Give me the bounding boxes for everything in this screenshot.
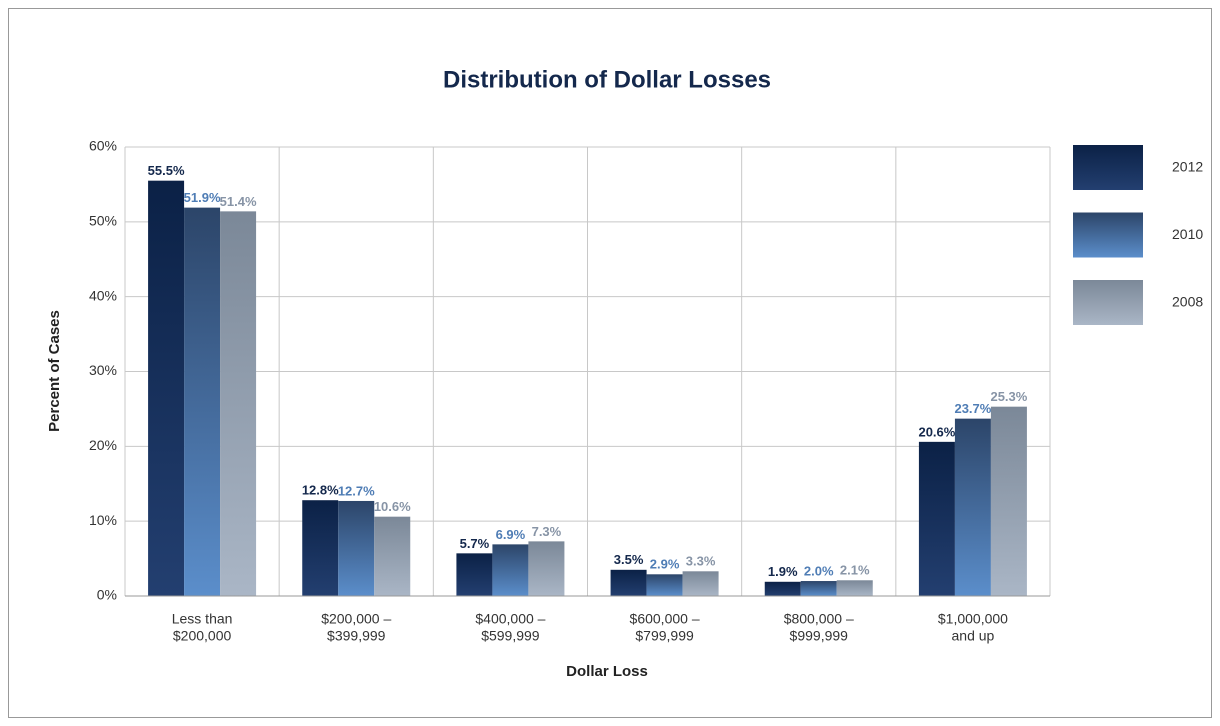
bar (148, 180, 185, 597)
bar (528, 541, 565, 596)
value-label: 12.8% (302, 483, 339, 498)
x-tick-label: and up (952, 628, 995, 644)
bar (800, 581, 837, 596)
legend-swatch (1073, 212, 1143, 258)
value-label: 2.0% (804, 563, 834, 578)
x-tick-label: $200,000 – (321, 611, 391, 627)
value-label: 10.6% (374, 499, 411, 514)
value-label: 2.9% (650, 557, 680, 572)
value-label: 23.7% (954, 401, 991, 416)
x-tick-label: $599,999 (481, 628, 540, 644)
legend-label: 2008 (1172, 294, 1203, 310)
y-tick-label: 40% (89, 287, 117, 303)
y-tick-label: 10% (89, 512, 117, 528)
x-tick-label: Less than (172, 611, 233, 627)
bar (338, 500, 375, 596)
value-label: 3.5% (614, 552, 644, 567)
bar (374, 516, 411, 596)
legend-label: 2010 (1172, 226, 1203, 242)
bar (302, 500, 339, 596)
x-tick-label: $800,000 – (784, 611, 854, 627)
bar (990, 406, 1027, 596)
value-label: 2.1% (840, 563, 870, 578)
x-tick-label: $999,999 (790, 628, 849, 644)
value-label: 51.4% (220, 194, 257, 209)
bar (456, 553, 493, 596)
x-tick-label: $600,000 – (630, 611, 700, 627)
bar (220, 211, 257, 596)
value-label: 51.9% (184, 190, 221, 205)
chart-title: Distribution of Dollar Losses (443, 66, 771, 93)
bar (954, 418, 991, 596)
x-tick-label: $399,999 (327, 628, 386, 644)
value-label: 20.6% (918, 424, 955, 439)
bar (682, 571, 719, 596)
x-tick-label: $400,000 – (475, 611, 545, 627)
legend-swatch (1073, 280, 1143, 325)
y-axis-label: Percent of Cases (46, 310, 63, 432)
y-tick-label: 50% (89, 213, 117, 229)
bar (764, 581, 801, 596)
value-label: 3.3% (686, 554, 716, 569)
value-label: 12.7% (338, 483, 375, 498)
value-label: 55.5% (148, 163, 185, 178)
value-label: 1.9% (768, 564, 798, 579)
y-tick-label: 60% (89, 138, 117, 154)
y-tick-label: 20% (89, 437, 117, 453)
y-tick-label: 30% (89, 362, 117, 378)
x-tick-label: $1,000,000 (938, 611, 1008, 627)
bar (646, 574, 683, 596)
bar (918, 441, 955, 596)
value-label: 6.9% (496, 527, 526, 542)
bar (836, 580, 873, 596)
value-label: 5.7% (460, 536, 490, 551)
x-axis-label: Dollar Loss (566, 663, 648, 680)
x-tick-label: $200,000 (173, 628, 232, 644)
y-tick-label: 0% (97, 587, 117, 603)
value-label: 25.3% (990, 389, 1027, 404)
bar (184, 207, 221, 597)
legend-swatch (1073, 145, 1143, 190)
bar (610, 569, 647, 596)
x-tick-label: $799,999 (635, 628, 694, 644)
legend-label: 2012 (1172, 159, 1203, 175)
value-label: 7.3% (532, 524, 562, 539)
bar (492, 544, 529, 596)
